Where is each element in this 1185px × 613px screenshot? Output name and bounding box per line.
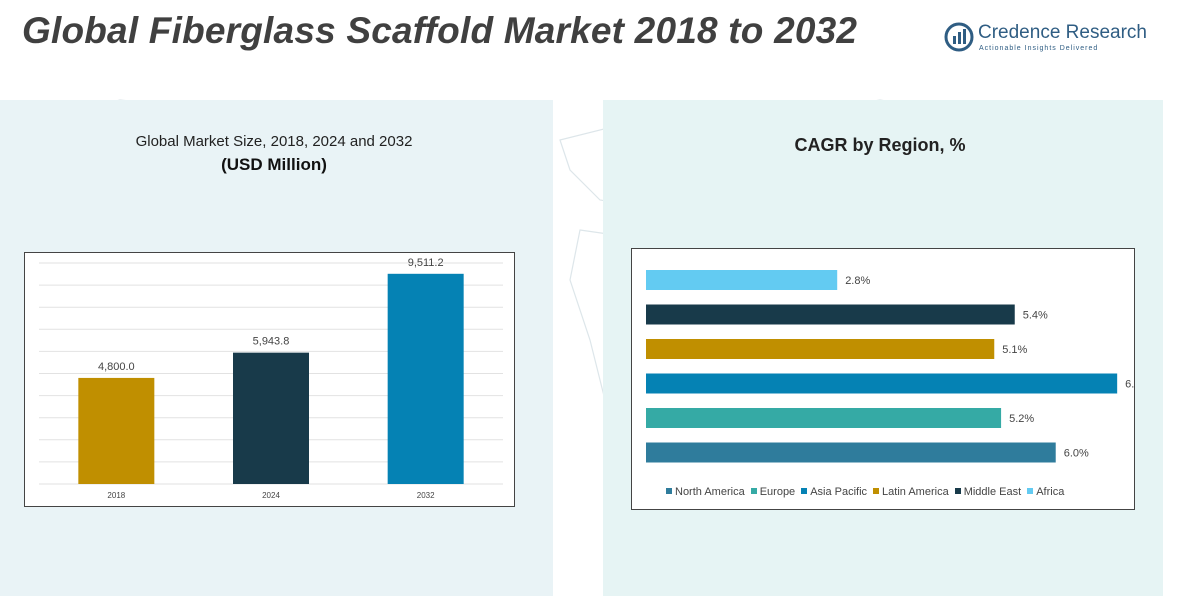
bar-value-label: 5.1% — [1002, 344, 1027, 356]
bar-europe — [646, 408, 1002, 428]
bar-value-label: 5,943.8 — [253, 336, 290, 348]
bar-middle-east — [646, 304, 1015, 325]
legend-swatch — [750, 488, 757, 494]
cagr-legend: North America Europe Asia Pacific Latin Ame… — [666, 486, 1070, 500]
legend-swatch — [666, 488, 672, 494]
bar-value-label: 9,511.2 — [408, 257, 444, 269]
bar-value-label: 6.0% — [1064, 448, 1089, 460]
legend-swatch — [954, 488, 961, 494]
x-tick-label: 2024 — [262, 491, 280, 500]
logo-tagline: Actionable Insights Delivered — [979, 45, 1099, 52]
market-size-subtitle: Global Market Size, 2018, 2024 and 2032 — [135, 133, 413, 150]
legend-swatch — [1027, 488, 1034, 494]
legend-label: Latin America — [882, 486, 949, 498]
market-size-chart-svg: 4,800.0 2018 5,943.8 2024 9,511.2 2032 — [39, 257, 503, 500]
legend-label: Africa — [1036, 486, 1065, 498]
cagr-chart: 2.8% 5.4% 5.1% 6.9% 5.2% 6.0% — [631, 248, 1150, 510]
market-size-unit: (USD Million) — [221, 155, 327, 174]
legend-item: Latin America — [873, 486, 949, 498]
bar-value-label: 5.2% — [1009, 413, 1034, 425]
legend-item: Africa — [1027, 486, 1064, 498]
bar-value-label: 6.9% — [1125, 379, 1134, 391]
legend-label: Europe — [759, 486, 796, 498]
legend-label: North America — [675, 486, 745, 498]
brand-logo: Credence Research Actionable Insights De… — [944, 22, 1147, 58]
bar-asia-pacific — [646, 373, 1118, 394]
legend-item: Europe — [750, 486, 796, 498]
legend-swatch — [801, 488, 808, 494]
bar-value-label: 5.4% — [1023, 310, 1048, 322]
x-tick-label: 2032 — [417, 491, 435, 500]
market-size-chart: 4,800.0 2018 5,943.8 2024 9,511.2 2032 — [24, 252, 515, 507]
x-tick-label: 2018 — [107, 491, 125, 500]
cagr-title: CAGR by Region, % — [794, 135, 966, 155]
legend-item: Asia Pacific — [801, 486, 867, 498]
legend-item: Middle East — [954, 486, 1022, 498]
cagr-chart-svg: 2.8% 5.4% 5.1% 6.9% 5.2% 6.0% — [646, 270, 1150, 463]
page-title: Global Fiberglass Scaffold Market 2018 t… — [22, 10, 858, 51]
logo-name: Credence Research — [978, 22, 1147, 43]
bar-2024 — [233, 352, 309, 484]
bar-value-label: 2.8% — [845, 275, 870, 287]
bar-north-america — [646, 442, 1056, 463]
logo-icon — [944, 22, 974, 52]
legend-label: Middle East — [963, 486, 1022, 498]
legend-swatch — [873, 488, 880, 494]
legend-label: Asia Pacific — [810, 486, 868, 498]
legend-item: North America — [666, 486, 745, 498]
bar-2032 — [387, 273, 464, 484]
bar-latin-america — [646, 339, 995, 359]
bar-value-label: 4,800.0 — [98, 361, 135, 373]
bar-africa — [646, 270, 838, 290]
bar-2018 — [78, 377, 155, 484]
